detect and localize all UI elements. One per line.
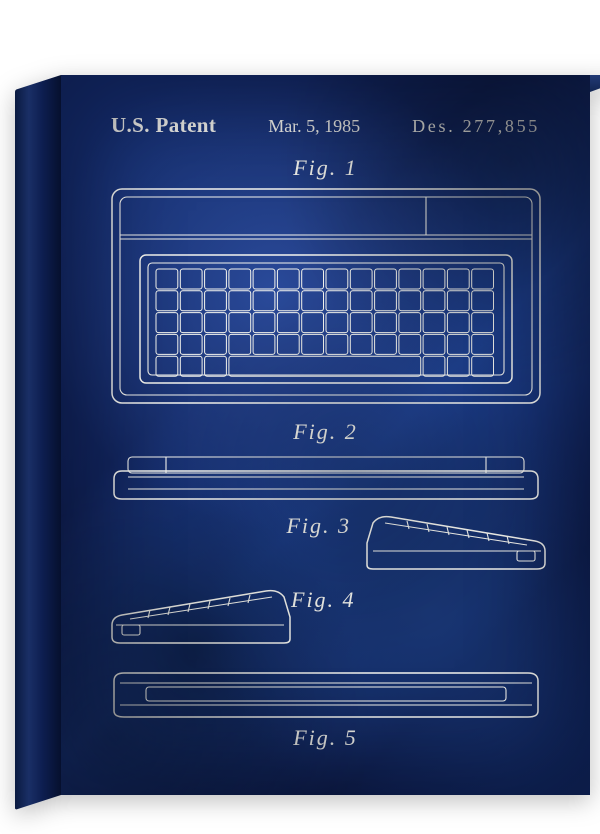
fig3-label: Fig. 3 xyxy=(91,513,351,539)
canvas-spine xyxy=(15,75,61,810)
fig2-label: Fig. 2 xyxy=(61,419,590,445)
blueprint-front-face: U.S. Patent Mar. 5, 1985 Des. 277,855 Fi… xyxy=(61,75,590,795)
fig5-label: Fig. 5 xyxy=(61,725,590,751)
patent-date: Mar. 5, 1985 xyxy=(268,116,360,137)
canvas-print-mockup: U.S. Patent Mar. 5, 1985 Des. 277,855 Fi… xyxy=(15,75,590,795)
fig4-side-view xyxy=(106,581,296,649)
fig4-label: Fig. 4 xyxy=(291,587,551,613)
fig5-rear-view xyxy=(106,663,546,723)
fig1-label: Fig. 1 xyxy=(61,155,590,181)
patent-header: U.S. Patent Mar. 5, 1985 Des. 277,855 xyxy=(61,113,590,138)
fig1-top-view xyxy=(106,183,546,413)
us-patent-label: U.S. Patent xyxy=(111,113,216,138)
design-number: Des. 277,855 xyxy=(412,116,540,137)
fig3-side-view xyxy=(361,507,551,575)
fig2-front-view xyxy=(106,449,546,505)
